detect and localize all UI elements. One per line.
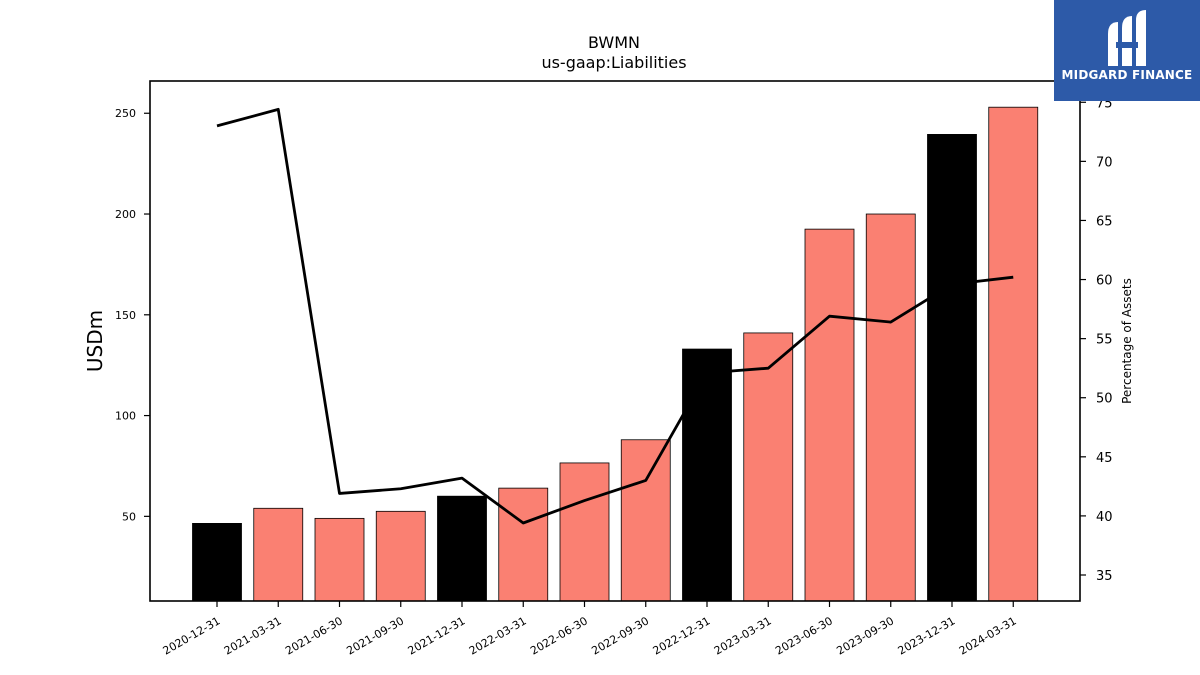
y2-tick-label-55: 55 (1096, 333, 1113, 348)
bar-2023-09-30 (865, 213, 916, 602)
bar-2023-03-31 (743, 332, 794, 602)
x-tick-label-2023-12-31: 2023-12-31 (896, 614, 958, 657)
bar-2021-06-30 (314, 517, 365, 602)
bar-2021-03-31 (253, 507, 304, 602)
y-tick-label-150: 150 (115, 309, 136, 322)
bar-2022-06-30 (559, 462, 610, 602)
bar-2020-12-31 (192, 523, 242, 602)
x-tick-label-2023-03-31: 2023-03-31 (712, 614, 774, 657)
y-tick-label-250: 250 (115, 107, 136, 120)
x-tick-label-2023-06-30: 2023-06-30 (773, 614, 835, 657)
logo-mark-icon (1108, 10, 1146, 66)
plot-frame (149, 80, 1081, 602)
y2-tick-label-70: 70 (1096, 155, 1113, 170)
x-tick-label-2021-12-31: 2021-12-31 (406, 614, 468, 657)
bar-2021-12-31 (437, 495, 487, 602)
x-tick-label-2021-03-31: 2021-03-31 (222, 614, 284, 657)
y2-axis-label: Percentage of Assets (1120, 278, 1134, 404)
bar-2023-06-30 (804, 228, 855, 602)
midgard-finance-logo: MIDGARD FINANCE (1054, 0, 1200, 101)
bar-2024-03-31 (988, 106, 1039, 602)
x-tick-label-2022-03-31: 2022-03-31 (467, 614, 529, 657)
x-tick-label-2024-03-31: 2024-03-31 (957, 614, 1019, 657)
y-tick-label-200: 200 (115, 208, 136, 221)
chart-title: BWMN (588, 33, 640, 52)
x-tick-label-2021-09-30: 2021-09-30 (344, 614, 406, 657)
x-tick-label-2022-12-31: 2022-12-31 (651, 614, 713, 657)
bar-2022-12-31 (682, 348, 732, 602)
x-tick-label-2022-06-30: 2022-06-30 (528, 614, 590, 657)
logo-text: MIDGARD FINANCE (1061, 68, 1193, 82)
line-percentage-of-assets (216, 107, 1014, 525)
x-tick-label-2020-12-31: 2020-12-31 (161, 614, 223, 657)
y2-tick-label-40: 40 (1096, 510, 1113, 525)
y2-tick-label-60: 60 (1096, 274, 1113, 289)
chart-subtitle: us-gaap:Liabilities (541, 53, 686, 72)
bar-2021-09-30 (375, 510, 426, 602)
y2-tick-label-65: 65 (1096, 214, 1113, 229)
y2-tick-label-50: 50 (1096, 392, 1113, 407)
y2-tick-label-35: 35 (1096, 569, 1113, 584)
bar-2022-03-31 (498, 487, 549, 602)
x-tick-label-2022-09-30: 2022-09-30 (589, 614, 651, 657)
x-tick-label-2023-09-30: 2023-09-30 (834, 614, 896, 657)
x-tick-label-2021-06-30: 2021-06-30 (283, 614, 345, 657)
y-tick-label-100: 100 (115, 410, 136, 423)
bar-2022-09-30 (620, 439, 671, 602)
y-tick-label-50: 50 (122, 510, 136, 523)
bar-2023-12-31 (927, 134, 977, 602)
y2-tick-label-45: 45 (1096, 451, 1113, 466)
y-axis-label: USDm (83, 310, 107, 372)
